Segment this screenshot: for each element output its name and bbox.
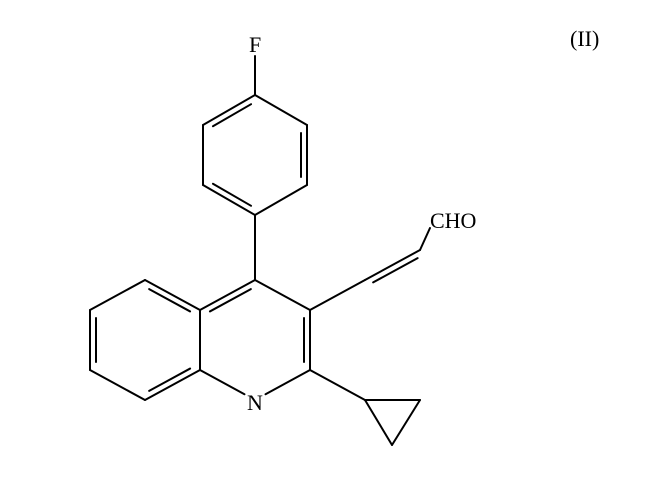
nitrogen-label: N — [247, 392, 263, 414]
aldehyde-label: CHO — [430, 210, 476, 232]
structure-number-label: (II) — [570, 28, 599, 50]
molecule-canvas — [0, 0, 670, 500]
fluorine-label: F — [249, 34, 261, 56]
